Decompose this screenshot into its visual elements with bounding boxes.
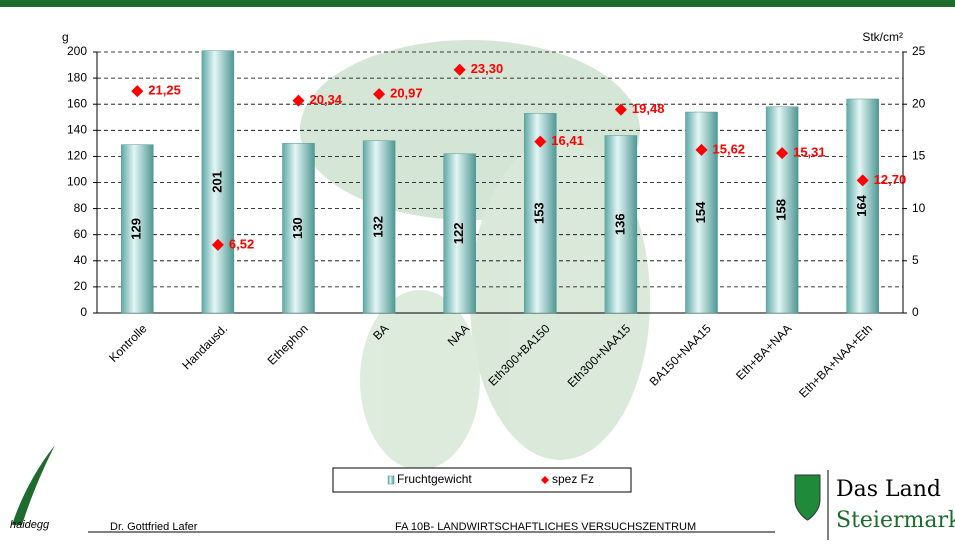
logo-text: haidegg (10, 519, 50, 531)
y2-axis-label: Stk/cm² (862, 30, 903, 44)
y-axis-label: g (62, 30, 69, 44)
y2-tick-label: 20 (912, 96, 926, 110)
bar-value-label: 154 (693, 201, 708, 223)
marker-value-label: 20,34 (310, 92, 343, 107)
bar-value-label: 132 (371, 216, 386, 238)
y-tick-label: 80 (74, 201, 88, 215)
marker (776, 147, 789, 160)
legend-swatch (387, 475, 395, 485)
haidegg-logo (12, 445, 55, 525)
top-bar (0, 0, 955, 7)
marker-value-label: 12,70 (874, 172, 907, 187)
bar-value-label: 164 (854, 194, 869, 216)
y-tick-label: 40 (74, 253, 88, 267)
bar (121, 144, 154, 314)
bar-value-label: 122 (451, 223, 466, 245)
marker (856, 174, 869, 187)
legend-label: Fruchtgewicht (397, 472, 472, 486)
marker-value-label: 23,30 (471, 61, 504, 76)
y-tick-label: 140 (67, 122, 87, 136)
marker-value-label: 15,62 (713, 141, 746, 156)
marker (131, 85, 144, 98)
y-tick-label: 0 (80, 305, 87, 319)
y-tick-label: 100 (67, 175, 87, 189)
marker-value-label: 6,52 (229, 236, 254, 251)
bar (765, 106, 799, 314)
institution: FA 10B- LANDWIRTSCHAFTLICHES VERSUCHSZEN… (395, 521, 696, 533)
marker (695, 143, 708, 156)
legend-swatch (541, 476, 549, 484)
bar-value-label: 136 (612, 213, 627, 235)
state-logo-line2: Steiermark (836, 508, 955, 533)
marker-value-label: 20,97 (390, 86, 423, 101)
marker (211, 238, 224, 251)
y-tick-label: 20 (74, 279, 88, 293)
y-tick-label: 200 (67, 44, 87, 58)
y-tick-label: 160 (67, 96, 87, 110)
marker-value-label: 19,48 (632, 101, 665, 116)
marker-value-label: 21,25 (148, 83, 181, 98)
coat-of-arms (794, 474, 821, 521)
bar-value-label: 129 (129, 218, 144, 240)
legend-label: spez Fz (552, 472, 594, 486)
marker (614, 103, 627, 116)
marker (292, 94, 305, 107)
bar-value-label: 201 (209, 171, 224, 193)
bar (282, 143, 315, 314)
y2-tick-label: 25 (912, 44, 926, 58)
bar (443, 153, 476, 314)
marker-value-label: 15,31 (793, 145, 826, 160)
marker (534, 135, 547, 148)
y2-tick-label: 10 (912, 201, 926, 215)
y-tick-label: 60 (74, 227, 88, 241)
marker (453, 63, 466, 76)
y-tick-label: 180 (67, 70, 87, 84)
state-logo-line1: Das Land (836, 477, 941, 502)
author: Dr. Gottfried Lafer (110, 521, 198, 533)
y2-tick-label: 0 (912, 305, 919, 319)
marker (373, 88, 386, 101)
bar (846, 98, 879, 314)
bar-value-label: 158 (774, 199, 789, 221)
bar-value-label: 153 (532, 202, 547, 224)
bar (604, 135, 638, 314)
y-tick-label: 120 (67, 149, 87, 163)
bar-value-label: 130 (290, 217, 305, 239)
y2-tick-label: 15 (912, 149, 926, 163)
bar (362, 140, 396, 314)
legend (332, 467, 632, 493)
marker-value-label: 16,41 (551, 133, 584, 148)
bar (201, 50, 235, 314)
y2-tick-label: 5 (912, 253, 919, 267)
